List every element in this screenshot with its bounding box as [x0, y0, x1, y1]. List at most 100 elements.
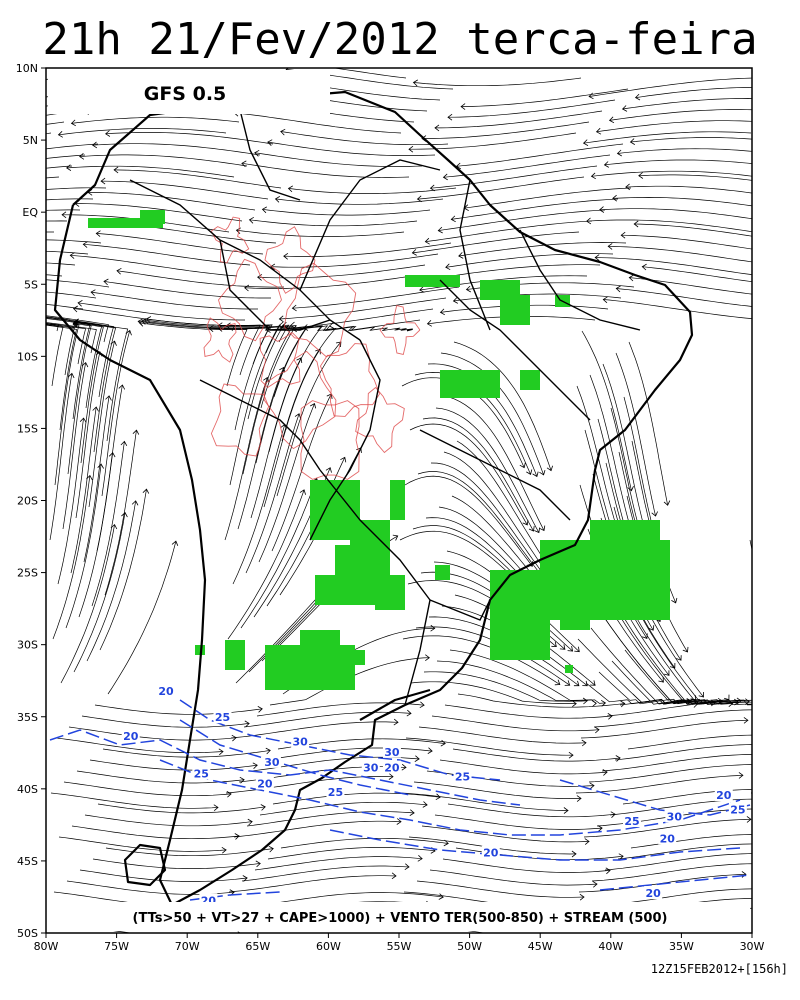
- streamline: [78, 302, 245, 321]
- streamline-arrow: [582, 697, 588, 705]
- wind-label-bg: [382, 760, 401, 774]
- streamline: [785, 815, 800, 832]
- streamline: [96, 233, 264, 255]
- streamline-arrow: [629, 138, 636, 145]
- streamline: [580, 719, 748, 739]
- streamline-arrow: [66, 164, 72, 171]
- streamline: [68, 726, 237, 741]
- streamline: [88, 192, 256, 211]
- streamline-arrow: [588, 937, 592, 943]
- streamline: [616, 288, 752, 307]
- streamline: [771, 573, 800, 706]
- streamline: [755, 485, 794, 648]
- lon-tick-label: 55W: [387, 940, 412, 953]
- streamline: [409, 423, 528, 526]
- streamline-arrow: [528, 526, 535, 532]
- streamline-arrow: [603, 161, 610, 168]
- streamline-arrow: [633, 220, 639, 228]
- lon-tick-label: 45W: [528, 940, 553, 953]
- streamline: [595, 257, 752, 276]
- streamline-arrow: [773, 796, 777, 802]
- instability-cell: [375, 600, 405, 610]
- streamline: [114, 169, 282, 189]
- streamline: [779, 617, 800, 714]
- streamline-arrow: [252, 762, 258, 769]
- wind-label-bg: [382, 744, 401, 758]
- streamline: [244, 275, 413, 289]
- streamline: [589, 77, 752, 97]
- streamline-arrow: [278, 315, 284, 323]
- streamline: [616, 605, 733, 705]
- streamline-arrow: [419, 286, 425, 293]
- streamline: [63, 781, 232, 797]
- streamline: [603, 299, 752, 319]
- streamline: [439, 759, 608, 775]
- streamline: [46, 279, 110, 288]
- wind-contour-label: 30: [293, 736, 309, 749]
- wind-contour-label: 30: [667, 811, 683, 824]
- streamline: [612, 197, 752, 207]
- streamline: [591, 863, 752, 882]
- model-label-box: [48, 70, 330, 114]
- streamline-arrow: [738, 772, 744, 779]
- streamline: [46, 239, 102, 244]
- cape-contour: [300, 400, 360, 480]
- cape-contour: [355, 386, 405, 454]
- streamline: [413, 781, 582, 799]
- country-borders-layer: [129, 109, 641, 706]
- streamline: [94, 704, 263, 715]
- streamline-arrow: [664, 670, 670, 676]
- streamline-arrow: [416, 195, 422, 203]
- instability-cell: [560, 600, 590, 630]
- streamline-arrow: [255, 860, 261, 868]
- streamline: [577, 638, 716, 705]
- streamline-arrow: [760, 806, 764, 812]
- streamline-arrow: [57, 131, 64, 138]
- streamline-arrow: [388, 773, 394, 780]
- lat-tick-label: 5N: [23, 134, 38, 147]
- wind-contour-label: 20: [384, 762, 400, 775]
- streamline: [586, 219, 752, 233]
- streamline: [793, 859, 800, 875]
- instability-cell: [140, 210, 165, 224]
- streamline-arrow: [743, 717, 749, 724]
- streamline-arrow: [120, 440, 128, 446]
- streamline: [451, 198, 619, 220]
- streamline-arrow: [602, 769, 608, 776]
- legend-box: [48, 902, 750, 931]
- streamline-arrow: [591, 700, 597, 707]
- streamline-arrow: [571, 850, 577, 858]
- wind-contour-label: 25: [215, 711, 230, 724]
- lat-tick-label: 30S: [17, 639, 38, 652]
- streamline: [60, 524, 115, 684]
- streamline: [591, 170, 752, 177]
- streamline: [426, 770, 595, 787]
- streamline-arrow: [267, 139, 273, 146]
- streamline-arrow: [776, 896, 780, 902]
- streamline-arrow: [757, 707, 761, 713]
- streamline: [617, 148, 752, 154]
- streamline-arrow: [790, 643, 796, 648]
- streamline-arrow: [218, 748, 224, 756]
- tierra-del-fuego: [123, 843, 167, 887]
- streamline: [46, 323, 75, 376]
- streamline-arrow: [82, 241, 88, 248]
- streamline: [448, 396, 545, 531]
- streamline-arrow: [11, 319, 15, 325]
- streamline-arrow: [445, 263, 451, 271]
- streamline: [46, 322, 97, 354]
- streamline-arrow: [392, 534, 399, 541]
- streamline: [430, 165, 598, 189]
- streamline-arrow: [396, 818, 402, 825]
- streamline-arrow: [767, 702, 771, 708]
- streamline: [590, 627, 723, 705]
- streamline-arrow: [554, 679, 561, 686]
- streamline-arrow: [447, 113, 453, 121]
- streamline: [46, 209, 81, 211]
- streamline-arrow: [586, 217, 592, 225]
- streamline-arrow: [627, 486, 634, 492]
- streamline-arrow: [92, 406, 99, 412]
- streamline-arrow: [414, 755, 420, 762]
- wind-contour-label: 20: [716, 789, 732, 802]
- streamline: [767, 881, 800, 899]
